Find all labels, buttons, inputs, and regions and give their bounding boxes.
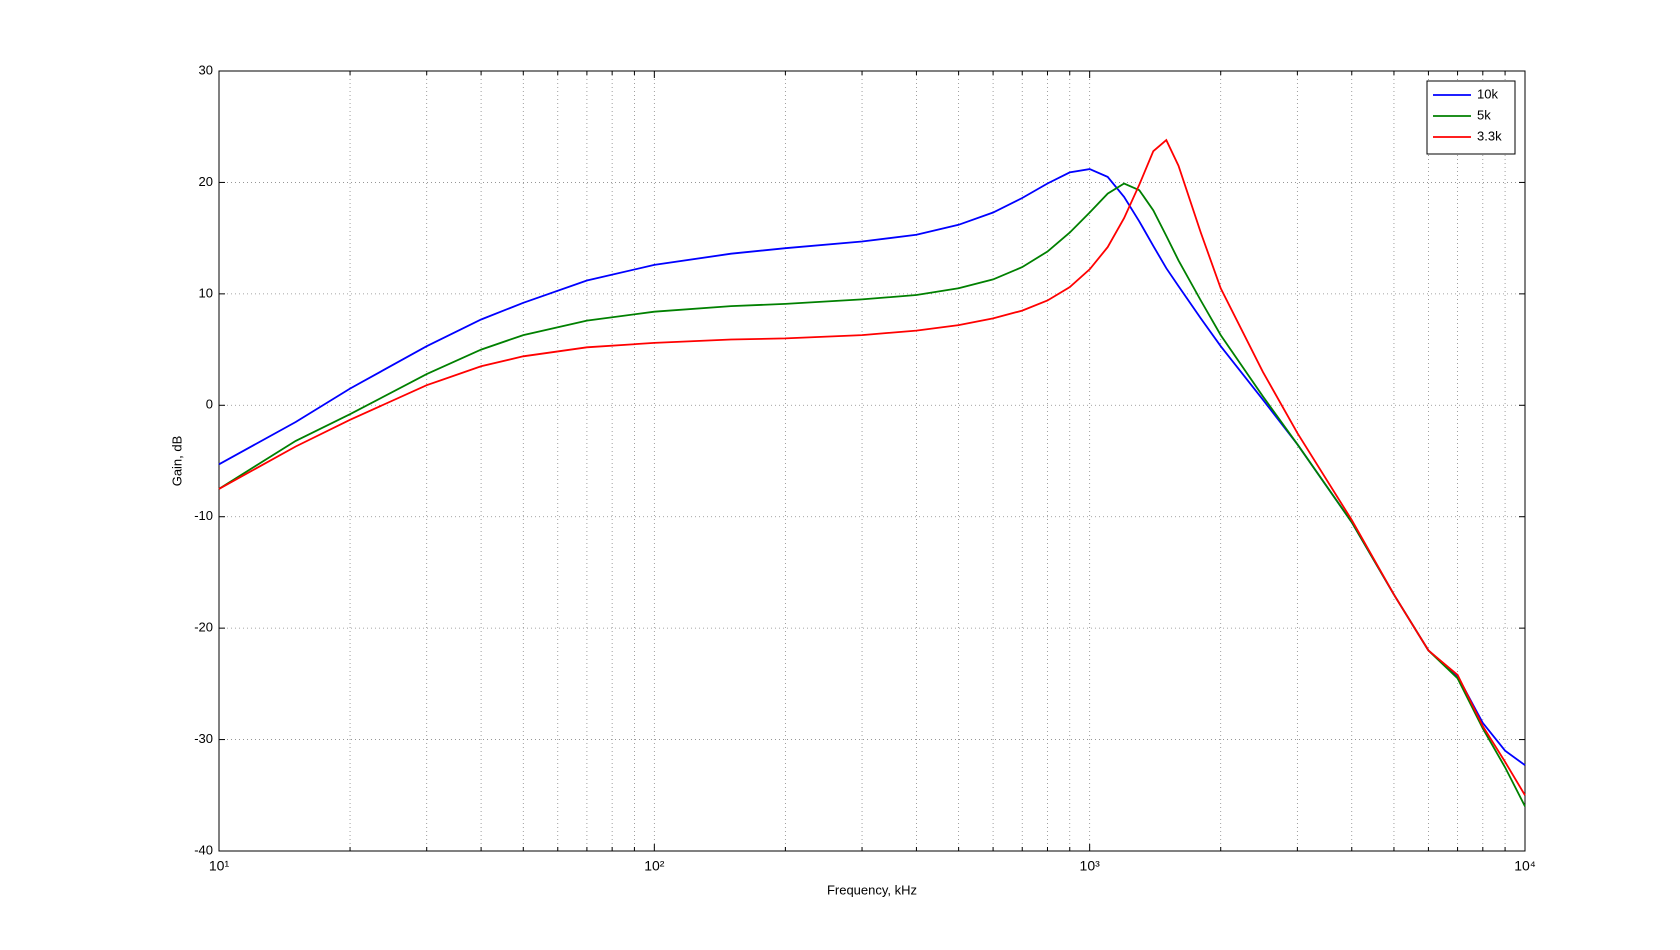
plot-frame xyxy=(218,70,1526,852)
x-tick-label: 10¹ xyxy=(209,858,230,874)
y-tick-label: 10 xyxy=(199,285,213,300)
y-tick-label: -20 xyxy=(194,620,213,635)
y-tick-label: 20 xyxy=(199,174,213,189)
data-line xyxy=(218,138,1526,796)
x-tick-label: 10⁴ xyxy=(1514,858,1536,874)
y-tick-label: -40 xyxy=(194,842,213,857)
legend-box xyxy=(1426,80,1516,155)
legend-label: 5k xyxy=(1477,107,1491,122)
data-line xyxy=(218,168,1526,766)
x-tick-label: 10² xyxy=(644,858,665,874)
data-line xyxy=(218,182,1526,807)
y-tick-label: 0 xyxy=(206,397,213,412)
y-tick-label: -10 xyxy=(194,508,213,523)
legend-label: 3.3k xyxy=(1477,128,1502,143)
x-axis-label: Frequency, kHz xyxy=(827,882,917,897)
x-tick-label: 10³ xyxy=(1080,858,1101,874)
y-tick-label: -30 xyxy=(194,731,213,746)
legend-label: 10k xyxy=(1477,86,1498,101)
y-axis-label: Gain, dB xyxy=(169,436,184,487)
y-tick-label: 30 xyxy=(199,62,213,77)
